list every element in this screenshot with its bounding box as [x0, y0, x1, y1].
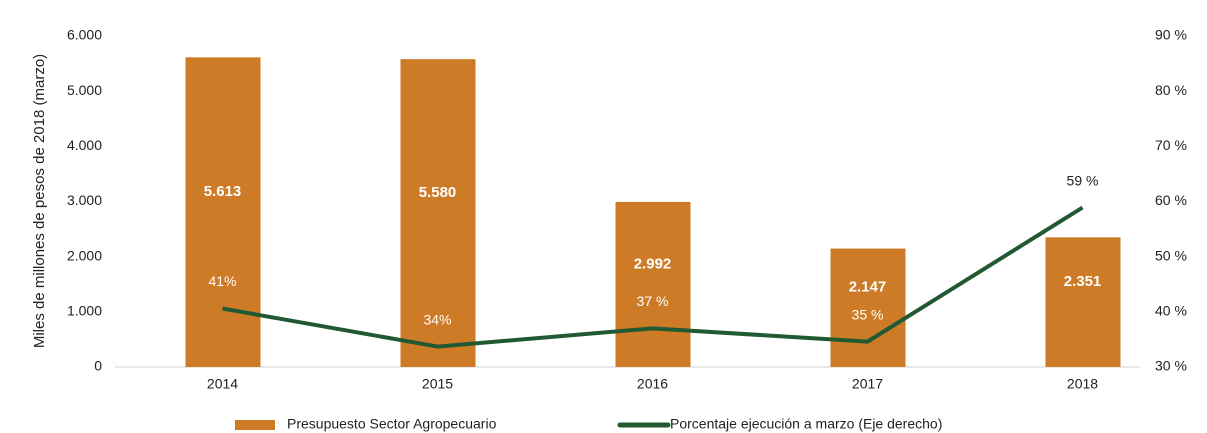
legend-label: Presupuesto Sector Agropecuario	[287, 416, 497, 432]
y2-tick-label: 50 %	[1155, 247, 1187, 263]
y2-tick-label: 30 %	[1155, 358, 1187, 374]
x-tick-label: 2017	[852, 376, 883, 392]
y-tick-label: 6.000	[67, 27, 102, 43]
legend-label: Porcentaje ejecución a marzo (Eje derech…	[670, 416, 942, 432]
y-tick-label: 1.000	[67, 303, 102, 319]
y-tick-label: 3.000	[67, 192, 102, 208]
bar-value-label: 2.992	[634, 255, 672, 272]
y-tick-label: 4.000	[67, 137, 102, 153]
y2-tick-label: 90 %	[1155, 27, 1187, 43]
bar-value-label: 2.147	[849, 279, 887, 296]
bar	[400, 59, 476, 368]
y2-tick-label: 80 %	[1155, 82, 1187, 98]
line-value-label: 35 %	[852, 306, 884, 322]
y2-tick-label: 40 %	[1155, 303, 1187, 319]
bar	[615, 201, 691, 367]
y-tick-label: 5.000	[67, 82, 102, 98]
y-tick-label: 2.000	[67, 247, 102, 263]
x-tick-label: 2018	[1067, 376, 1098, 392]
y-tick-label: 0	[94, 358, 102, 374]
x-tick-label: 2014	[207, 376, 238, 392]
legend-swatch	[235, 420, 275, 430]
y2-tick-label: 60 %	[1155, 192, 1187, 208]
line-value-label: 41%	[208, 273, 236, 289]
line	[222, 205, 1084, 349]
bar-value-label: 5.613	[204, 183, 242, 200]
x-tick-label: 2016	[637, 376, 668, 392]
y2-tick-label: 70 %	[1155, 137, 1187, 153]
bar-value-label: 2.351	[1064, 273, 1102, 290]
line-value-label: 37 %	[637, 293, 669, 309]
bar-value-label: 5.580	[419, 184, 457, 201]
x-tick-label: 2015	[422, 376, 453, 392]
bar	[1045, 237, 1121, 367]
y-axis-label: Miles de millones de pesos de 2018 (marz…	[31, 54, 48, 348]
line-value-label: 59 %	[1067, 172, 1099, 188]
line-value-label: 34%	[423, 311, 451, 327]
bar	[185, 57, 261, 368]
bar	[830, 248, 906, 367]
